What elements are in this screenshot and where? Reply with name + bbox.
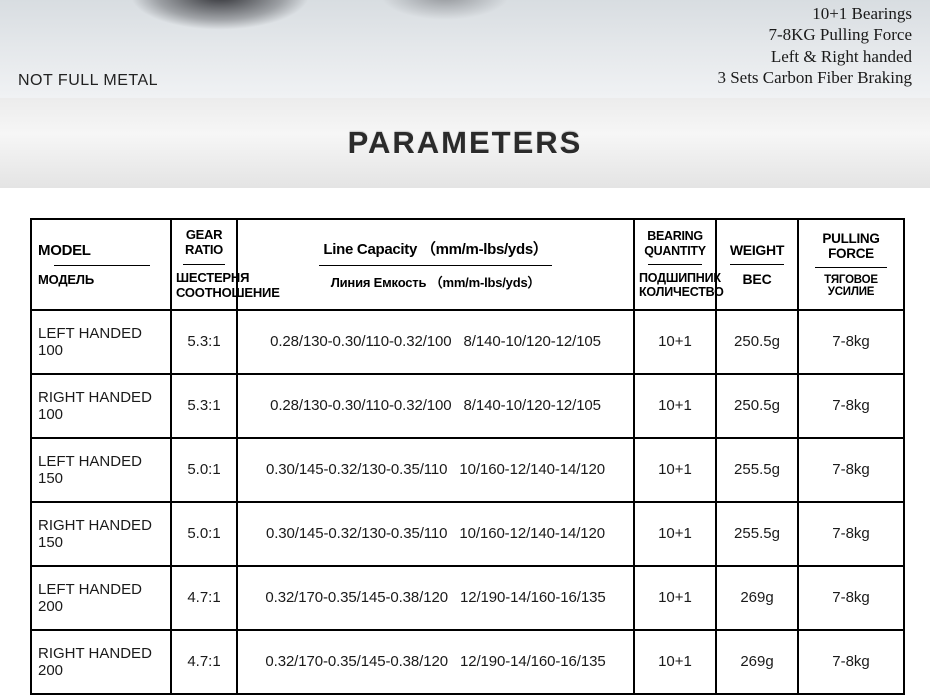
cell-weight: 269g (716, 630, 798, 694)
th-divider (54, 265, 150, 266)
cell-line-capacity: 0.32/170-0.35/145-0.38/12012/190-14/160-… (237, 566, 634, 630)
cell-line-capacity: 0.32/170-0.35/145-0.38/12012/190-14/160-… (237, 630, 634, 694)
th-model: MODEL МОДЕЛЬ (31, 219, 171, 310)
th-label-ru: Линия Емкость （mm/m-lbs/yds） (242, 272, 629, 291)
hero-banner: NOT FULL METAL 10+1 Bearings 7-8KG Pulli… (0, 0, 930, 98)
th-label-ru: ПОДШИПНИК КОЛИЧЕСТВО (639, 271, 711, 300)
cell-bearing: 10+1 (634, 566, 716, 630)
cell-weight: 250.5g (716, 310, 798, 374)
th-label-en: BEARING QUANTITY (639, 229, 711, 258)
cell-weight: 255.5g (716, 438, 798, 502)
cell-pull: 7-8kg (798, 630, 904, 694)
table-row: RIGHT HANDED 1505.0:10.30/145-0.32/130-0… (31, 502, 904, 566)
cell-pull: 7-8kg (798, 502, 904, 566)
spec-line: 10+1 Bearings (717, 3, 912, 24)
table-row: LEFT HANDED 1505.0:10.30/145-0.32/130-0.… (31, 438, 904, 502)
cell-gear: 4.7:1 (171, 566, 237, 630)
cell-gear: 5.0:1 (171, 502, 237, 566)
cell-weight: 255.5g (716, 502, 798, 566)
th-label-en: Line Capacity （mm/m-lbs/yds） (242, 238, 629, 259)
th-gear-ratio: GEAR RATIO ШЕСТЕРНЯ СООТНОШЕНИЕ (171, 219, 237, 310)
cell-pull: 7-8kg (798, 566, 904, 630)
th-label-en: MODEL (38, 242, 166, 259)
cell-pull: 7-8kg (798, 438, 904, 502)
parameters-banner: PARAMETERS (0, 98, 930, 188)
th-pulling-force: PULLING FORCE ТЯГОВОЕ УСИЛИЕ (798, 219, 904, 310)
th-label-en: WEIGHT (721, 242, 793, 258)
cell-gear: 5.0:1 (171, 438, 237, 502)
cell-model: RIGHT HANDED 100 (31, 374, 171, 438)
cell-model: RIGHT HANDED 200 (31, 630, 171, 694)
th-weight: WEIGHT ВЕС (716, 219, 798, 310)
cell-model: RIGHT HANDED 150 (31, 502, 171, 566)
not-full-metal-label: NOT FULL METAL (18, 72, 158, 90)
hero-specs-list: 10+1 Bearings 7-8KG Pulling Force Left &… (717, 3, 912, 88)
th-divider (648, 264, 702, 265)
th-label-ru: ТЯГОВОЕ УСИЛИЕ (803, 274, 899, 298)
parameters-table: MODEL МОДЕЛЬ GEAR RATIO ШЕСТЕРНЯ СООТНОШ… (30, 218, 905, 695)
table-row: RIGHT HANDED 1005.3:10.28/130-0.30/110-0… (31, 374, 904, 438)
th-label-en: GEAR RATIO (176, 228, 232, 258)
cell-line-capacity: 0.30/145-0.32/130-0.35/11010/160-12/140-… (237, 502, 634, 566)
th-label-en: PULLING FORCE (803, 231, 899, 261)
table-row: LEFT HANDED 2004.7:10.32/170-0.35/145-0.… (31, 566, 904, 630)
cell-bearing: 10+1 (634, 438, 716, 502)
cell-bearing: 10+1 (634, 630, 716, 694)
th-label-ru: ШЕСТЕРНЯ СООТНОШЕНИЕ (176, 271, 232, 301)
cell-model: LEFT HANDED 100 (31, 310, 171, 374)
cell-model: LEFT HANDED 200 (31, 566, 171, 630)
cell-gear: 5.3:1 (171, 310, 237, 374)
th-label-ru: ВЕС (721, 271, 793, 287)
table-header-row: MODEL МОДЕЛЬ GEAR RATIO ШЕСТЕРНЯ СООТНОШ… (31, 219, 904, 310)
cell-line-capacity: 0.28/130-0.30/110-0.32/1008/140-10/120-1… (237, 374, 634, 438)
th-divider (815, 267, 887, 268)
spec-line: Left & Right handed (717, 46, 912, 67)
cell-weight: 250.5g (716, 374, 798, 438)
cell-model: LEFT HANDED 150 (31, 438, 171, 502)
parameters-title: PARAMETERS (348, 125, 583, 161)
product-shadow-2 (380, 0, 510, 20)
cell-line-capacity: 0.30/145-0.32/130-0.35/11010/160-12/140-… (237, 438, 634, 502)
th-line-capacity: Line Capacity （mm/m-lbs/yds） Линия Емкос… (237, 219, 634, 310)
cell-gear: 4.7:1 (171, 630, 237, 694)
th-divider (319, 265, 551, 266)
spec-line: 3 Sets Carbon Fiber Braking (717, 67, 912, 88)
th-bearing-quantity: BEARING QUANTITY ПОДШИПНИК КОЛИЧЕСТВО (634, 219, 716, 310)
th-divider (183, 264, 225, 265)
product-shadow (130, 0, 310, 30)
th-label-ru: МОДЕЛЬ (38, 272, 166, 287)
table-body: LEFT HANDED 1005.3:10.28/130-0.30/110-0.… (31, 310, 904, 694)
th-divider (730, 264, 784, 265)
cell-bearing: 10+1 (634, 310, 716, 374)
cell-pull: 7-8kg (798, 374, 904, 438)
table-row: RIGHT HANDED 2004.7:10.32/170-0.35/145-0… (31, 630, 904, 694)
cell-gear: 5.3:1 (171, 374, 237, 438)
cell-line-capacity: 0.28/130-0.30/110-0.32/1008/140-10/120-1… (237, 310, 634, 374)
table-row: LEFT HANDED 1005.3:10.28/130-0.30/110-0.… (31, 310, 904, 374)
cell-bearing: 10+1 (634, 374, 716, 438)
cell-pull: 7-8kg (798, 310, 904, 374)
cell-weight: 269g (716, 566, 798, 630)
spec-line: 7-8KG Pulling Force (717, 24, 912, 45)
parameters-table-wrap: MODEL МОДЕЛЬ GEAR RATIO ШЕСТЕРНЯ СООТНОШ… (0, 188, 930, 695)
cell-bearing: 10+1 (634, 502, 716, 566)
